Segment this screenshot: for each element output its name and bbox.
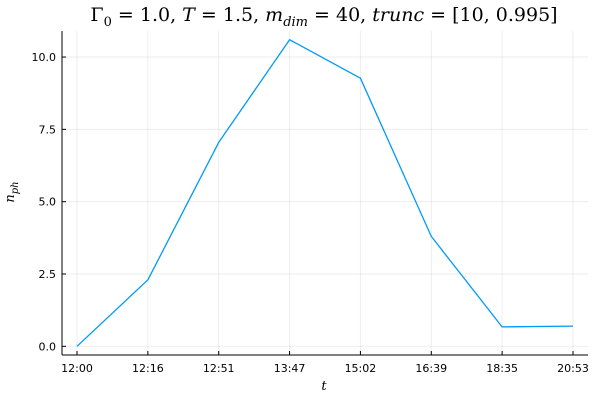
x-tick-label: 15:02: [345, 362, 377, 375]
x-axis-label: t: [321, 379, 327, 394]
y-tick-label: 0.0: [39, 340, 57, 353]
x-tick-label: 20:53: [557, 362, 589, 375]
x-tick-label: 12:51: [203, 362, 235, 375]
x-tick-label: 16:39: [415, 362, 447, 375]
series-layer: [76, 39, 574, 347]
chart-title: Γ0 = 1.0, T = 1.5, mdim = 40, trunc = [1…: [90, 4, 557, 30]
y-tick-labels: 0.0 2.5 5.0 7.5 10.0: [32, 51, 57, 353]
y-tick-label: 5.0: [39, 196, 57, 209]
x-tick-labels: 12:00 12:16 12:51 13:47 15:02 16:39 18:35 20:53: [61, 362, 589, 375]
axes: [61, 31, 588, 356]
y-tick-label: 7.5: [39, 123, 57, 136]
x-tick-label: 18:35: [486, 362, 518, 375]
grid: [62, 31, 588, 355]
x-tick-label: 12:16: [132, 362, 164, 375]
y-axis-label: nph: [3, 181, 21, 202]
y-tick-label: 2.5: [39, 268, 57, 281]
series-line: [76, 39, 574, 347]
x-tick-label: 13:47: [274, 362, 306, 375]
y-tick-label: 10.0: [32, 51, 57, 64]
x-tick-label: 12:00: [61, 362, 93, 375]
